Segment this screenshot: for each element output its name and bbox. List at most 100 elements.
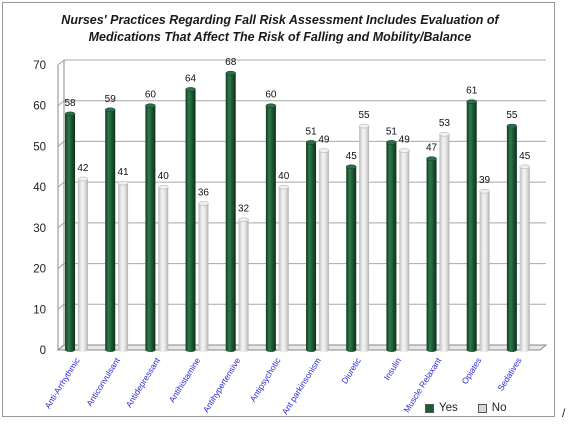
bar-top-yes	[265, 103, 277, 108]
bar-base-yes	[105, 348, 116, 352]
bar-base-yes	[65, 348, 76, 352]
bar-base-yes	[386, 348, 397, 352]
bar-base-yes	[346, 348, 357, 352]
bar-top-no	[238, 217, 249, 222]
data-label-no: 42	[77, 163, 89, 174]
data-label-no: 53	[439, 118, 451, 129]
bar-top-yes	[185, 87, 196, 92]
bar-no	[399, 150, 410, 350]
y-tick-label: 20	[33, 264, 46, 276]
x-category-label: Anticonvulsant	[84, 355, 122, 408]
legend-label-yes: Yes	[439, 402, 458, 414]
data-label-yes: 51	[386, 126, 398, 137]
gridline-depth-40	[57, 181, 65, 188]
bar-base-no	[479, 348, 490, 352]
bar-base-no	[77, 348, 88, 352]
x-category-label: Anti-Arrhythmic	[43, 355, 83, 410]
bar-base-yes	[426, 348, 437, 352]
data-label-no: 49	[399, 135, 411, 146]
legend-swatch-no	[477, 403, 487, 413]
bar-base-yes	[225, 348, 236, 352]
data-label-no: 49	[318, 135, 330, 146]
data-label-yes: 64	[185, 73, 197, 84]
legend-label-no: No	[491, 402, 507, 414]
bar-no	[318, 150, 329, 350]
bar-base-no	[519, 348, 530, 352]
bar-top-yes	[64, 111, 76, 117]
bar-top-no	[157, 184, 169, 190]
bar-base-no	[278, 348, 289, 352]
bar-no	[118, 183, 129, 350]
y-tick-label: 10	[33, 304, 46, 316]
data-label-no: 40	[158, 171, 170, 182]
data-label-yes: 68	[225, 57, 237, 68]
bar-top-no	[358, 123, 370, 129]
bar-base-yes	[466, 348, 477, 352]
bar-top-yes	[225, 70, 236, 76]
chart-floor	[56, 344, 548, 351]
bar-base-no	[318, 348, 329, 352]
data-label-yes: 45	[346, 151, 358, 162]
bar-top-no	[77, 176, 89, 182]
bar-base-yes	[145, 348, 156, 352]
bar-top-no	[439, 131, 450, 137]
bar-yes	[65, 113, 76, 350]
data-label-no: 36	[198, 187, 210, 198]
bar-no	[77, 179, 88, 350]
x-category-label: Antihypertensive	[201, 356, 243, 415]
data-label-yes: 47	[426, 143, 438, 154]
bar-yes	[105, 109, 116, 351]
bar-yes	[306, 142, 317, 350]
data-label-yes: 55	[506, 110, 518, 121]
data-label-no: 40	[278, 171, 290, 182]
data-label-no: 45	[519, 151, 531, 162]
bar-base-no	[439, 348, 450, 352]
bar-yes	[185, 89, 196, 350]
data-label-yes: 60	[265, 90, 277, 101]
bar-top-no	[479, 188, 490, 194]
bar-yes	[346, 166, 357, 350]
bar-base-no	[359, 348, 370, 352]
bar-base-no	[158, 348, 169, 352]
chart-title: Nurses' Practices Regarding Fall Risk As…	[20, 12, 540, 46]
x-category-label: Sedatives	[495, 356, 523, 393]
chart-title-line-1: Nurses' Practices Regarding Fall Risk As…	[61, 13, 499, 27]
bar-no	[519, 166, 530, 350]
bar-no	[238, 219, 249, 350]
y-tick-label: 30	[33, 223, 46, 235]
bar-top-yes	[466, 99, 477, 104]
data-label-no: 32	[238, 204, 250, 215]
chart-title-line-2: Medications That Affect The Risk of Fall…	[88, 30, 472, 44]
bar-top-yes	[345, 164, 357, 170]
bar-yes	[386, 142, 397, 350]
bar-yes	[466, 101, 477, 351]
y-tick-label: 0	[40, 345, 46, 357]
gridline-depth-10	[57, 303, 65, 310]
bar-top-yes	[305, 140, 317, 145]
x-category-label: Opiates	[459, 356, 483, 386]
bar-no	[439, 134, 450, 350]
bar-yes	[145, 105, 156, 350]
bar-base-yes	[506, 348, 517, 352]
data-label-yes: 60	[145, 90, 157, 101]
bar-base-yes	[265, 348, 276, 352]
data-label-no: 55	[359, 110, 371, 121]
legend-item-yes: Yes	[425, 402, 458, 414]
x-category-label: Ant parkinsonism	[280, 356, 323, 417]
bar-no	[278, 187, 289, 350]
gridline-depth-70	[57, 59, 65, 66]
bar-top-yes	[386, 140, 397, 145]
bar-base-no	[399, 348, 410, 352]
data-label-yes: 51	[305, 126, 317, 137]
bar-yes	[265, 105, 276, 350]
bar-top-yes	[506, 123, 518, 129]
data-label-yes: 59	[105, 94, 117, 105]
x-category-label: Diuretic	[339, 355, 363, 385]
gridline-depth-20	[57, 263, 65, 269]
trailing-mark: /	[562, 406, 566, 420]
bar-base-no	[238, 348, 249, 352]
y-tick-label: 70	[33, 60, 46, 72]
bar-top-yes	[104, 107, 116, 113]
bar-base-no	[118, 348, 129, 352]
y-tick-label: 40	[33, 182, 46, 194]
